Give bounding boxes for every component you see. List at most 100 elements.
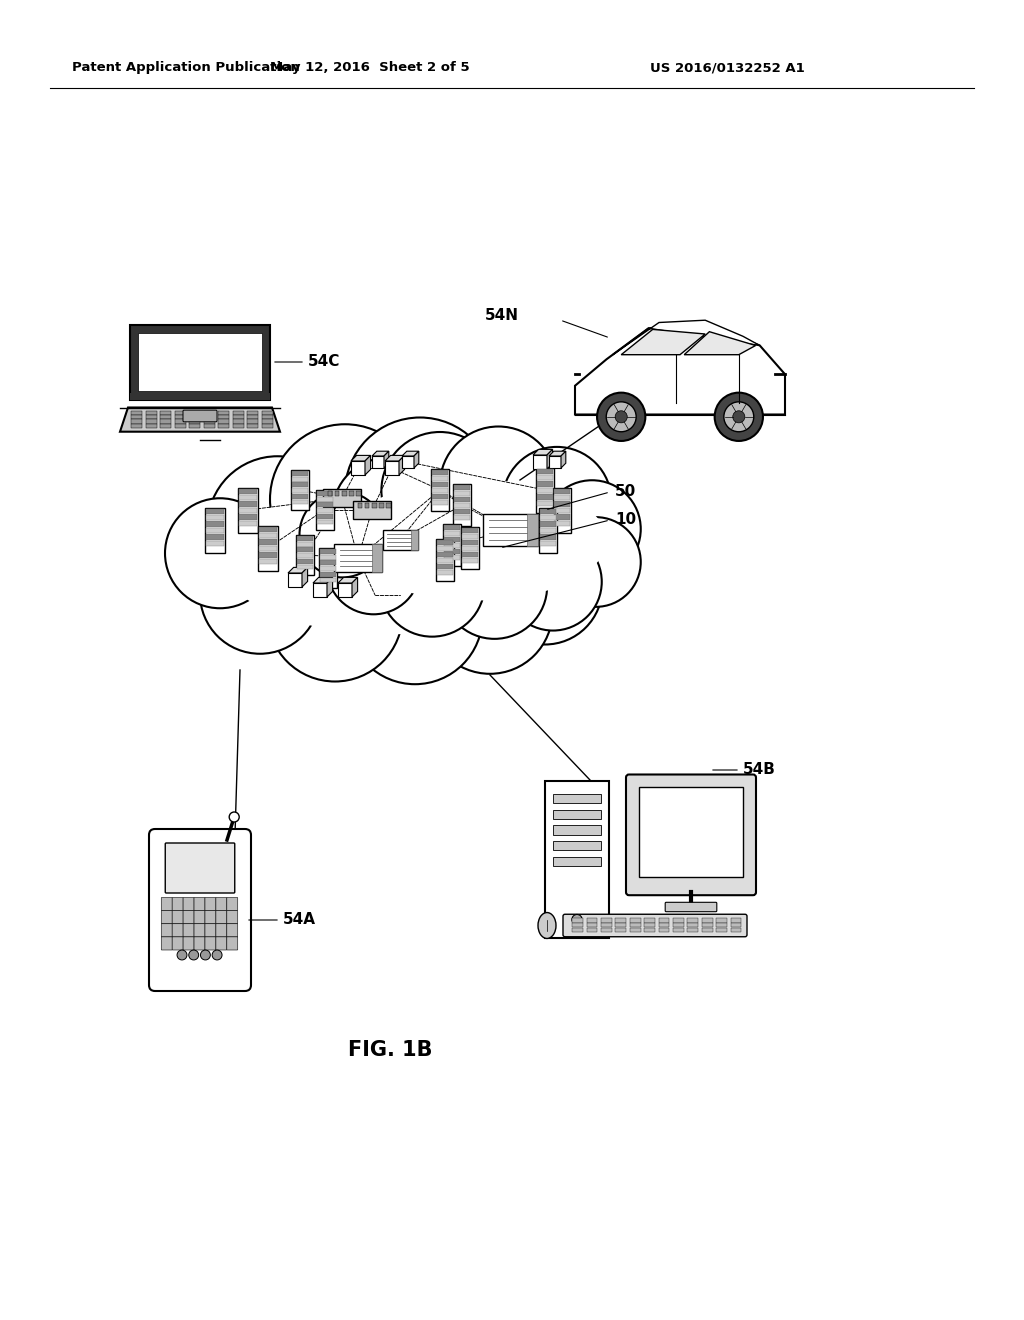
FancyBboxPatch shape [563, 915, 746, 937]
FancyBboxPatch shape [687, 919, 698, 923]
FancyBboxPatch shape [349, 491, 353, 496]
FancyBboxPatch shape [630, 919, 641, 923]
FancyBboxPatch shape [666, 903, 717, 912]
FancyBboxPatch shape [437, 546, 453, 552]
Circle shape [267, 546, 402, 681]
FancyBboxPatch shape [615, 928, 627, 932]
FancyBboxPatch shape [572, 919, 583, 923]
FancyBboxPatch shape [534, 455, 547, 469]
FancyBboxPatch shape [553, 809, 601, 818]
FancyBboxPatch shape [701, 928, 713, 932]
FancyBboxPatch shape [218, 420, 229, 424]
FancyBboxPatch shape [161, 937, 172, 950]
FancyBboxPatch shape [194, 911, 205, 924]
FancyBboxPatch shape [131, 411, 142, 414]
FancyBboxPatch shape [462, 558, 478, 564]
FancyBboxPatch shape [205, 507, 225, 553]
FancyBboxPatch shape [432, 500, 449, 506]
FancyBboxPatch shape [183, 937, 194, 950]
FancyBboxPatch shape [716, 928, 727, 932]
Text: May 12, 2016  Sheet 2 of 5: May 12, 2016 Sheet 2 of 5 [270, 62, 470, 74]
FancyBboxPatch shape [673, 923, 684, 927]
FancyBboxPatch shape [259, 552, 278, 557]
FancyBboxPatch shape [194, 898, 205, 911]
Polygon shape [402, 451, 419, 455]
Text: FIG. 1B: FIG. 1B [348, 1040, 432, 1060]
FancyBboxPatch shape [444, 554, 460, 560]
FancyBboxPatch shape [218, 411, 229, 414]
FancyBboxPatch shape [601, 923, 611, 927]
FancyBboxPatch shape [161, 924, 172, 937]
FancyBboxPatch shape [206, 535, 224, 540]
FancyBboxPatch shape [432, 488, 449, 494]
FancyBboxPatch shape [247, 414, 258, 420]
FancyBboxPatch shape [259, 558, 278, 564]
FancyBboxPatch shape [206, 541, 224, 546]
FancyBboxPatch shape [189, 411, 201, 414]
FancyBboxPatch shape [335, 491, 339, 496]
FancyBboxPatch shape [194, 937, 205, 950]
FancyBboxPatch shape [554, 488, 570, 494]
FancyBboxPatch shape [658, 923, 670, 927]
FancyBboxPatch shape [206, 521, 224, 527]
FancyBboxPatch shape [205, 924, 216, 937]
FancyBboxPatch shape [601, 928, 611, 932]
Polygon shape [622, 330, 706, 355]
FancyBboxPatch shape [218, 414, 229, 420]
FancyBboxPatch shape [334, 544, 382, 572]
FancyBboxPatch shape [206, 508, 224, 513]
FancyBboxPatch shape [204, 424, 215, 428]
FancyBboxPatch shape [411, 531, 418, 550]
FancyBboxPatch shape [172, 924, 183, 937]
FancyBboxPatch shape [172, 898, 183, 911]
FancyBboxPatch shape [160, 420, 171, 424]
FancyBboxPatch shape [436, 539, 454, 581]
FancyBboxPatch shape [292, 494, 308, 499]
FancyBboxPatch shape [437, 570, 453, 576]
Ellipse shape [343, 479, 606, 601]
FancyBboxPatch shape [175, 420, 185, 424]
FancyBboxPatch shape [259, 540, 278, 545]
Circle shape [477, 484, 602, 609]
FancyBboxPatch shape [537, 475, 553, 480]
FancyBboxPatch shape [206, 515, 224, 520]
FancyBboxPatch shape [372, 455, 384, 469]
FancyBboxPatch shape [319, 554, 336, 560]
Circle shape [487, 529, 602, 644]
FancyBboxPatch shape [239, 502, 257, 507]
FancyBboxPatch shape [444, 549, 460, 554]
FancyBboxPatch shape [673, 928, 684, 932]
FancyBboxPatch shape [150, 829, 251, 991]
FancyBboxPatch shape [626, 775, 756, 895]
FancyBboxPatch shape [247, 424, 258, 428]
Polygon shape [684, 331, 756, 355]
FancyBboxPatch shape [615, 919, 627, 923]
FancyBboxPatch shape [204, 414, 215, 420]
Text: 54C: 54C [308, 355, 340, 370]
FancyBboxPatch shape [716, 923, 727, 927]
FancyBboxPatch shape [432, 494, 449, 499]
FancyBboxPatch shape [554, 495, 570, 500]
FancyBboxPatch shape [227, 924, 238, 937]
FancyBboxPatch shape [379, 503, 384, 508]
FancyBboxPatch shape [296, 535, 314, 576]
FancyBboxPatch shape [402, 455, 414, 469]
FancyBboxPatch shape [462, 540, 478, 545]
FancyBboxPatch shape [444, 537, 460, 543]
Circle shape [165, 498, 275, 609]
FancyBboxPatch shape [183, 411, 217, 422]
FancyBboxPatch shape [553, 793, 601, 803]
FancyBboxPatch shape [313, 583, 327, 597]
FancyBboxPatch shape [259, 527, 278, 532]
FancyBboxPatch shape [328, 491, 332, 496]
FancyBboxPatch shape [639, 788, 743, 878]
FancyBboxPatch shape [183, 911, 194, 924]
FancyBboxPatch shape [227, 898, 238, 911]
FancyBboxPatch shape [239, 508, 257, 513]
Circle shape [347, 549, 482, 684]
FancyBboxPatch shape [373, 544, 382, 572]
FancyBboxPatch shape [297, 536, 313, 541]
FancyBboxPatch shape [353, 502, 391, 519]
FancyBboxPatch shape [317, 513, 333, 519]
FancyBboxPatch shape [437, 552, 453, 557]
